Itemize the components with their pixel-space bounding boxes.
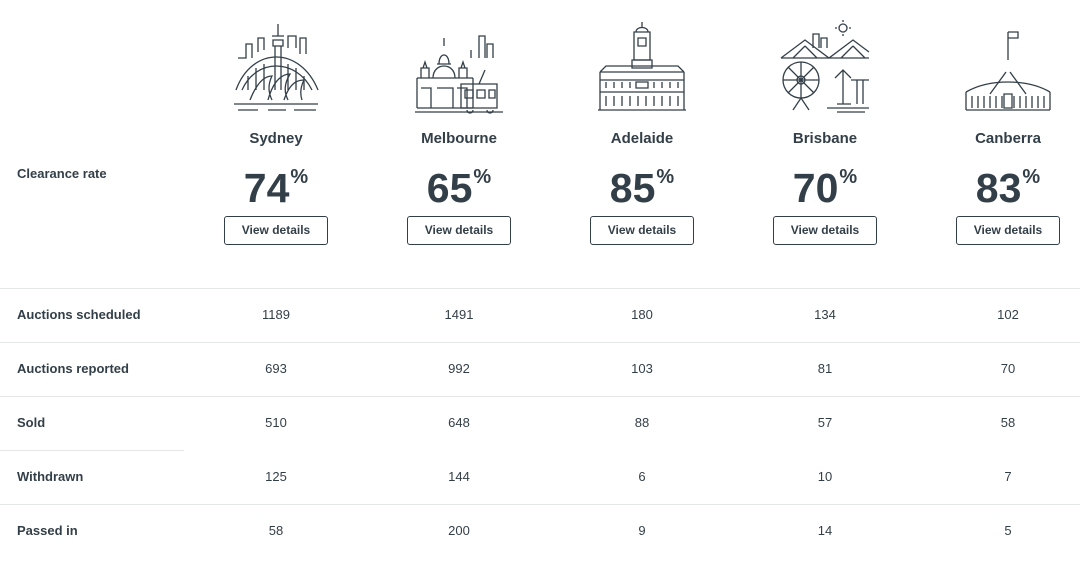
table-cell: 14 — [817, 523, 833, 538]
clearance-rate-value: 83% — [918, 152, 1080, 213]
table-cell: 144 — [448, 469, 470, 484]
table-cell: 10 — [817, 469, 833, 484]
city-name: Melbourne — [421, 130, 497, 147]
city-name: Brisbane — [792, 130, 858, 147]
melbourne-skyline-icon — [369, 18, 549, 114]
table-row: Sold 510 648 88 57 58 — [0, 397, 1080, 451]
row-label: Auctions scheduled — [17, 307, 141, 322]
table-cell: 103 — [631, 361, 653, 376]
city-name: Canberra — [975, 130, 1041, 147]
row-divider — [0, 504, 1080, 505]
clearance-rate-value: 65% — [369, 152, 549, 213]
rate-number: 65 — [426, 165, 473, 211]
city-column-sydney: Sydney 74% View details — [186, 0, 366, 289]
table-cell: 6 — [638, 469, 646, 484]
table-cell: 134 — [814, 307, 836, 322]
city-name: Adelaide — [610, 130, 674, 147]
city-column-brisbane: Brisbane 70% View details — [735, 0, 915, 289]
table-cell: 88 — [634, 415, 650, 430]
row-label: Passed in — [17, 523, 78, 538]
sydney-skyline-icon — [186, 18, 366, 114]
rate-number: 83 — [975, 165, 1022, 211]
table-row: Auctions scheduled 1189 1491 180 134 102 — [0, 289, 1080, 343]
view-details-button-brisbane[interactable]: View details — [773, 216, 877, 245]
city-name: Sydney — [249, 130, 303, 147]
table-cell: 9 — [638, 523, 646, 538]
row-label: Withdrawn — [17, 469, 84, 484]
table-row: Passed in 58 200 9 14 5 — [0, 505, 1080, 559]
table-cell: 510 — [265, 415, 287, 430]
row-divider — [0, 396, 1080, 397]
view-details-button-adelaide[interactable]: View details — [590, 216, 694, 245]
table-cell: 180 — [631, 307, 653, 322]
adelaide-skyline-icon — [552, 18, 732, 114]
city-column-canberra: Canberra 83% View details — [918, 0, 1080, 289]
table-cell: 57 — [817, 415, 833, 430]
city-column-adelaide: Adelaide 85% View details — [552, 0, 732, 289]
row-label: Sold — [17, 415, 46, 430]
header-divider — [0, 288, 1080, 289]
canberra-parliament-icon — [918, 18, 1080, 114]
rate-number: 74 — [243, 165, 290, 211]
city-column-melbourne: Melbourne 65% View details — [369, 0, 549, 289]
percent-sign: % — [839, 166, 858, 188]
table-cell: 125 — [265, 469, 287, 484]
table-cell: 81 — [817, 361, 833, 376]
table-row: Auctions reported 693 992 103 81 70 — [0, 343, 1080, 397]
view-details-button-melbourne[interactable]: View details — [407, 216, 511, 245]
rate-number: 85 — [609, 165, 656, 211]
table-cell: 58 — [268, 523, 284, 538]
table-cell: 200 — [448, 523, 470, 538]
table-cell: 70 — [1000, 361, 1016, 376]
table-cell: 1189 — [262, 307, 290, 322]
row-divider — [0, 450, 184, 451]
percent-sign: % — [656, 166, 675, 188]
table-cell: 58 — [1000, 415, 1016, 430]
row-label: Auctions reported — [17, 361, 129, 376]
percent-sign: % — [1022, 166, 1041, 188]
row-divider — [0, 342, 1080, 343]
table-cell: 7 — [1004, 469, 1012, 484]
table-cell: 1491 — [444, 307, 474, 322]
table-cell: 5 — [1004, 523, 1012, 538]
percent-sign: % — [473, 166, 492, 188]
table-row: Withdrawn 125 144 6 10 7 — [0, 451, 1080, 505]
rate-number: 70 — [792, 165, 839, 211]
clearance-rate-header: Clearance rate Sydney 74% View details — [17, 0, 1080, 289]
table-cell: 102 — [997, 307, 1019, 322]
view-details-button-sydney[interactable]: View details — [224, 216, 328, 245]
table-cell: 648 — [448, 415, 470, 430]
table-cell: 992 — [448, 361, 470, 376]
clearance-rate-value: 74% — [186, 152, 366, 213]
brisbane-skyline-icon — [735, 18, 915, 114]
clearance-rate-label: Clearance rate — [17, 166, 107, 181]
percent-sign: % — [290, 166, 309, 188]
table-cell: 693 — [265, 361, 287, 376]
clearance-rate-value: 85% — [552, 152, 732, 213]
clearance-rate-value: 70% — [735, 152, 915, 213]
view-details-button-canberra[interactable]: View details — [956, 216, 1060, 245]
